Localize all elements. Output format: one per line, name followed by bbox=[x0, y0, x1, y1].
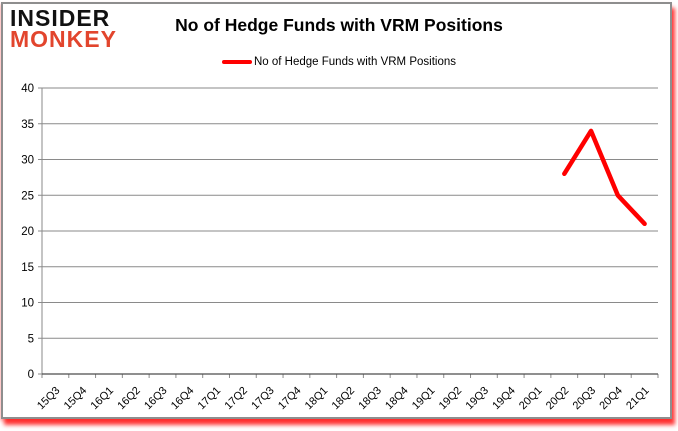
x-tick-label: 16Q3 bbox=[142, 385, 170, 413]
y-tick-label: 20 bbox=[21, 226, 34, 238]
x-tick-label: 20Q2 bbox=[544, 385, 572, 413]
y-tick-label: 10 bbox=[21, 298, 34, 310]
logo-text-insider: INSIDER bbox=[10, 5, 111, 31]
series-line bbox=[562, 128, 647, 227]
y-tick-label: 15 bbox=[21, 262, 34, 274]
x-tick-label: 19Q2 bbox=[437, 385, 465, 413]
y-tick-label: 30 bbox=[21, 155, 34, 167]
y-tick-label: 35 bbox=[21, 119, 34, 131]
x-tick-label: 19Q4 bbox=[490, 385, 518, 413]
x-tick-label: 20Q3 bbox=[571, 385, 599, 413]
x-tick-label: 17Q2 bbox=[222, 385, 250, 413]
y-tick-label: 25 bbox=[21, 190, 34, 202]
x-tick-label: 15Q4 bbox=[62, 385, 90, 413]
x-tick-label: 18Q1 bbox=[303, 385, 331, 413]
insider-monkey-logo: INSIDER MONKEY bbox=[10, 7, 117, 51]
x-tick-label: 18Q4 bbox=[383, 385, 411, 413]
x-tick-label: 19Q3 bbox=[464, 385, 492, 413]
y-tick-label: 40 bbox=[21, 83, 34, 95]
x-tick-label: 16Q1 bbox=[89, 385, 117, 413]
x-tick-label: 17Q4 bbox=[276, 385, 304, 413]
chart-title: No of Hedge Funds with VRM Positions bbox=[175, 15, 503, 35]
legend-label: No of Hedge Funds with VRM Positions bbox=[254, 56, 456, 68]
y-tick-label: 5 bbox=[28, 333, 34, 345]
logo-text-monkey: MONKEY bbox=[10, 26, 117, 52]
legend: No of Hedge Funds with VRM Positions bbox=[0, 56, 678, 68]
x-tick-label: 16Q2 bbox=[115, 385, 143, 413]
x-tick-label: 19Q1 bbox=[410, 385, 438, 413]
x-tick-label: 17Q1 bbox=[196, 385, 224, 413]
y-tick-label: 0 bbox=[28, 369, 34, 381]
x-tick-label: 18Q3 bbox=[356, 385, 384, 413]
x-tick-label: 17Q3 bbox=[249, 385, 277, 413]
legend-line-swatch bbox=[222, 60, 252, 64]
x-tick-label: 16Q4 bbox=[169, 385, 197, 413]
x-tick-label: 20Q1 bbox=[517, 385, 545, 413]
x-tick-label: 18Q2 bbox=[330, 385, 358, 413]
x-tick-label: 15Q3 bbox=[35, 385, 63, 413]
x-tick-label: 21Q1 bbox=[624, 385, 652, 413]
x-tick-label: 20Q4 bbox=[597, 385, 625, 413]
